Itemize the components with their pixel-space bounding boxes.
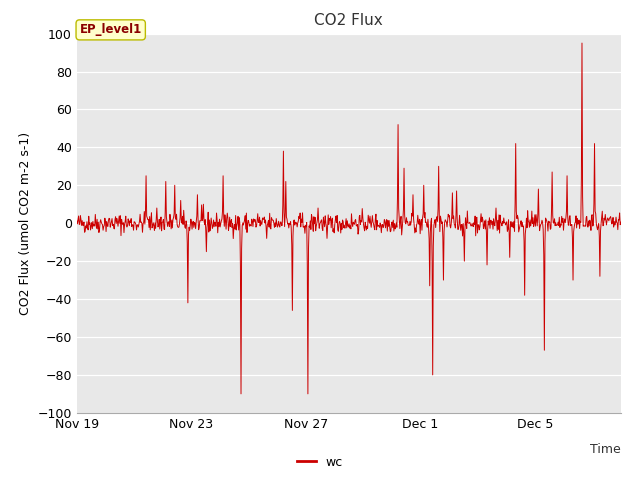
Title: CO2 Flux: CO2 Flux — [314, 13, 383, 28]
Text: EP_level1: EP_level1 — [79, 24, 142, 36]
Y-axis label: CO2 Flux (umol CO2 m-2 s-1): CO2 Flux (umol CO2 m-2 s-1) — [19, 132, 32, 315]
Legend: wc: wc — [292, 451, 348, 474]
Text: Time: Time — [590, 443, 621, 456]
